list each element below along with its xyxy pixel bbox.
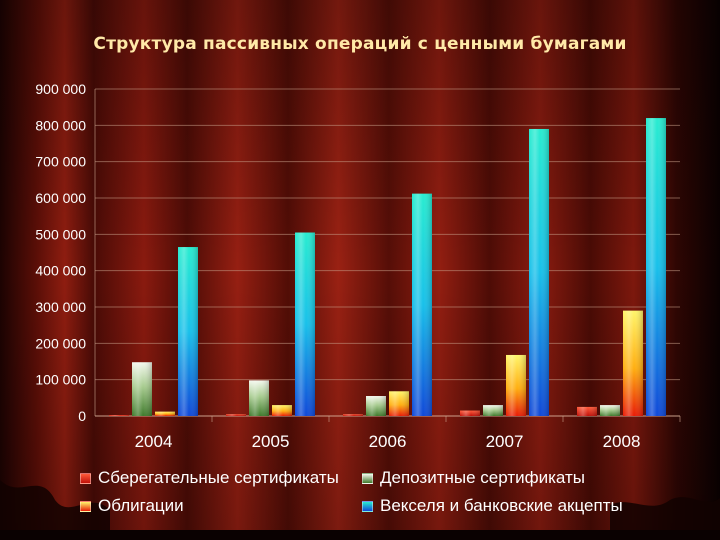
legend-swatch-obl (80, 500, 91, 512)
bar-shine-sber-2005 (226, 414, 246, 416)
bar-shine-depo-2008 (600, 405, 620, 416)
y-tick-label: 100 000 (35, 372, 86, 388)
bar-shine-obl-2006 (389, 391, 409, 416)
bar-shine-sber-2007 (460, 410, 480, 416)
bar-shine-obl-2005 (272, 405, 292, 416)
legend-label-depo: Депозитные сертификаты (380, 468, 585, 487)
legend-label-sber: Сберегательные сертификаты (98, 468, 339, 487)
bar-shine-veks-2008 (646, 118, 666, 417)
x-tick-label: 2006 (369, 432, 407, 451)
bar-shine-veks-2006 (412, 193, 432, 416)
bar-shine-obl-2004 (155, 411, 175, 416)
bar-shine-sber-2004 (109, 415, 129, 416)
curtain-fringe-right (610, 497, 720, 540)
y-tick-label: 800 000 (35, 117, 86, 133)
bar-shine-depo-2004 (132, 362, 152, 416)
y-tick-label: 0 (78, 408, 86, 424)
chart-legend: Сберегательные сертификаты Депозитные се… (80, 466, 660, 522)
legend-item-depo: Депозитные сертификаты (362, 466, 585, 490)
y-axis: 0 100 000 200 000 300 000 400 000 500 000 600 … (35, 81, 96, 424)
y-tick-label: 400 000 (35, 263, 86, 279)
legend-item-obl: Облигации (80, 494, 184, 518)
chart-title: Структура пассивных операций с ценными б… (93, 34, 627, 54)
bar-shine-veks-2007 (529, 128, 549, 416)
y-tick-label: 900 000 (35, 81, 86, 97)
legend-swatch-sber (80, 472, 91, 484)
bar-shine-obl-2007 (506, 354, 526, 416)
x-tick-label: 2005 (252, 432, 290, 451)
legend-swatch-veks (362, 500, 373, 512)
y-tick-label: 200 000 (35, 335, 86, 351)
chart-bars (109, 118, 666, 417)
legend-swatch-depo (362, 472, 373, 484)
bar-shine-depo-2007 (483, 405, 503, 416)
legend-label-veks: Векселя и банковские акцепты (380, 496, 623, 515)
y-tick-label: 300 000 (35, 299, 86, 315)
x-tick-label: 2007 (486, 432, 524, 451)
y-tick-label: 700 000 (35, 154, 86, 170)
legend-label-obl: Облигации (98, 496, 184, 515)
bar-shine-veks-2004 (178, 247, 198, 416)
bar-shine-sber-2006 (343, 414, 363, 416)
curtain-fringe-left (0, 480, 110, 540)
bar-chart: 0 100 000 200 000 300 000 400 000 500 000 600 … (35, 81, 681, 451)
x-tick-label: 2004 (135, 432, 173, 451)
bar-shine-depo-2006 (366, 396, 386, 416)
legend-item-sber: Сберегательные сертификаты (80, 466, 339, 490)
bar-shine-obl-2008 (623, 310, 643, 416)
y-tick-label: 600 000 (35, 190, 86, 206)
curtain-bottom-edge (0, 530, 720, 540)
bar-shine-veks-2005 (295, 232, 315, 416)
legend-item-veks: Векселя и банковские акцепты (362, 494, 623, 518)
bar-shine-depo-2005 (249, 380, 269, 416)
y-tick-label: 500 000 (35, 226, 86, 242)
x-tick-label: 2008 (603, 432, 641, 451)
bar-shine-sber-2008 (577, 406, 597, 416)
